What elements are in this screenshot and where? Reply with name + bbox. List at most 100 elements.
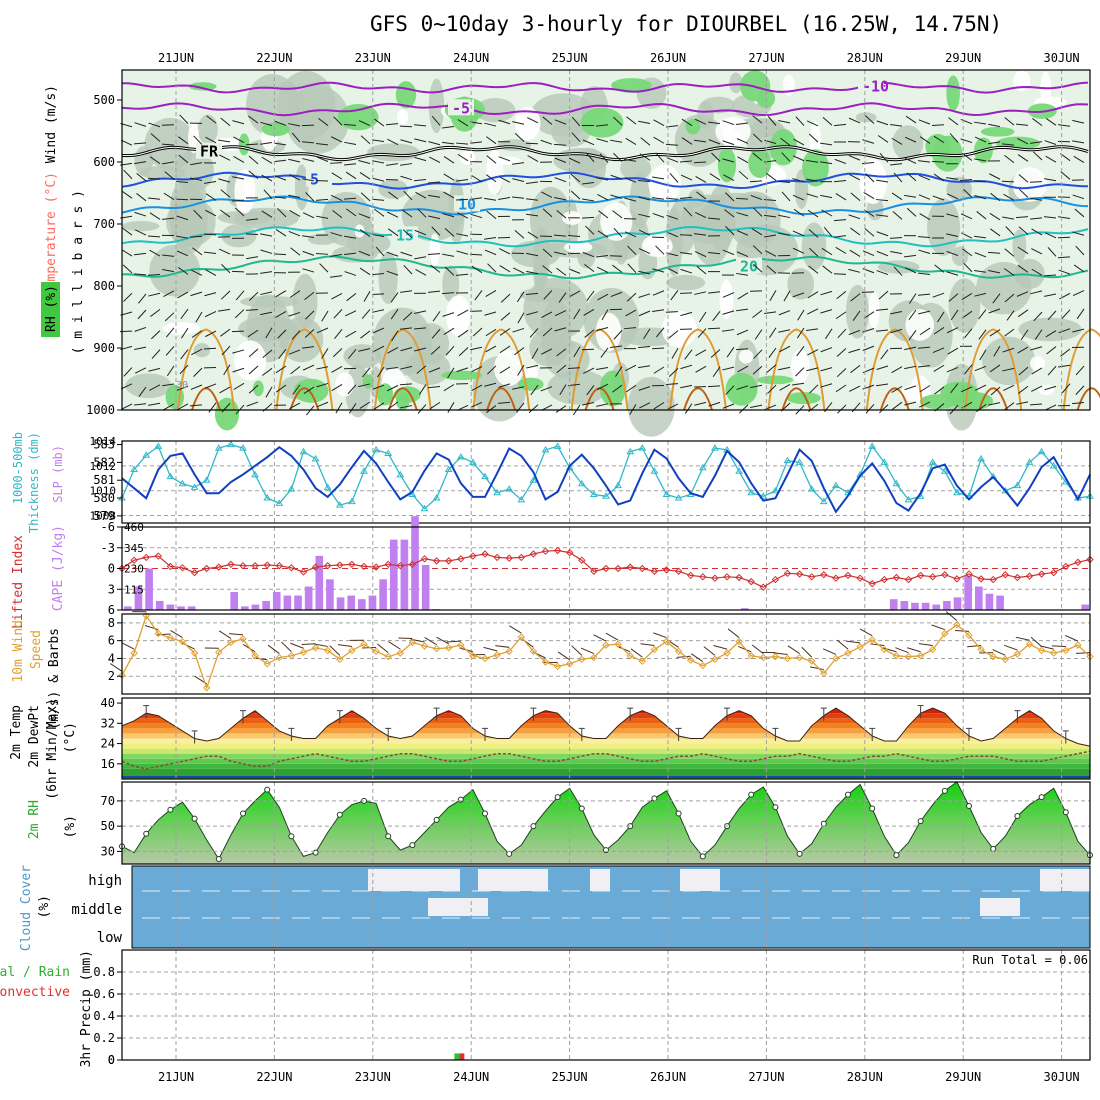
lifted-index-point: [384, 560, 392, 569]
rh-patch: [197, 114, 218, 145]
wind-barb: [161, 143, 175, 146]
lifted-index-point: [686, 571, 695, 580]
wind-barb: [388, 641, 401, 650]
thickness-point: [481, 472, 489, 480]
wind-barb: [265, 327, 273, 339]
wind-barb: [446, 640, 461, 643]
wind-barb: [1044, 216, 1057, 219]
wind-barb: [754, 329, 763, 340]
dry-patch: [868, 291, 880, 329]
wind-barb: [443, 327, 455, 335]
lifted-index-point: [989, 575, 997, 584]
wind-speed-point: [142, 612, 150, 620]
wind-speed-point: [686, 656, 695, 664]
upper-wind-label: Wind (m/s): [44, 85, 59, 163]
wind-speed-point: [807, 657, 816, 665]
rh2m-point: [506, 850, 513, 857]
wind-barb: [148, 402, 161, 406]
wind-barb: [232, 199, 245, 202]
rh2m-point: [845, 791, 851, 798]
wind-barb: [583, 308, 595, 316]
lifted-index-point: [202, 564, 211, 573]
wind-barb: [262, 349, 273, 359]
wind-barb: [751, 228, 763, 236]
wind-speed-point: [1025, 640, 1034, 648]
thickness-point: [287, 485, 296, 492]
temp-contour-label: FR: [200, 143, 219, 161]
wind-barb: [670, 290, 679, 301]
wind-barb: [766, 265, 777, 274]
wind-barb: [363, 291, 371, 302]
wind-speed-point: [541, 658, 550, 666]
wind-barb: [752, 115, 763, 124]
wind-speed-point: [1001, 655, 1010, 664]
wind-barb: [1044, 385, 1057, 391]
wind-barb: [722, 403, 735, 409]
wind-barb: [932, 292, 945, 298]
wind-barb: [908, 309, 917, 320]
temp-contour-inner: [121, 146, 1089, 161]
wind-barb: [1029, 403, 1043, 406]
wind-barb: [414, 124, 427, 127]
wind-barb: [836, 639, 849, 650]
wind-barb: [792, 178, 805, 183]
wind-speed-point: [856, 643, 864, 651]
wind-barb: [414, 229, 427, 236]
wind-barb: [415, 269, 427, 276]
wind-barb: [627, 245, 637, 255]
y-tick-label: 579: [93, 509, 115, 523]
wind-barb: [424, 637, 437, 646]
wind-barb: [1075, 365, 1085, 376]
wind-barb: [1046, 346, 1057, 355]
wind-barb: [470, 141, 483, 144]
wind-barb: [134, 211, 147, 217]
wind-barb: [625, 384, 637, 393]
wind-barb: [343, 197, 357, 200]
cape-bar: [124, 606, 132, 610]
wind-barb: [946, 251, 959, 256]
wind-barb: [556, 210, 567, 219]
wind-barb: [400, 175, 413, 181]
wind-barb: [526, 198, 539, 201]
wind-barb: [639, 153, 651, 161]
wind-barb: [469, 253, 483, 256]
wind-barb: [807, 209, 819, 218]
wind-barb: [218, 248, 231, 255]
wind-barb: [889, 236, 903, 239]
rh2m-point: [917, 818, 924, 825]
wind-barb: [220, 328, 231, 337]
rh-patch: [845, 284, 869, 339]
wind-barb: [220, 209, 231, 218]
wind-barb: [638, 365, 651, 369]
wind-barb: [1003, 268, 1015, 276]
wind-speed-point: [650, 645, 659, 654]
wind-barb: [429, 401, 441, 410]
wind-barb: [904, 136, 917, 143]
wind-barb: [904, 401, 917, 406]
wind-barb: [582, 402, 595, 406]
wind-barb: [848, 329, 861, 336]
wind-barb: [1076, 308, 1085, 320]
wind-barb: [937, 311, 945, 323]
wind-barb: [1004, 402, 1015, 411]
wind-barb: [390, 292, 399, 303]
wind-barb: [895, 647, 909, 654]
wind-barb: [275, 311, 287, 318]
wind-barb: [193, 135, 203, 145]
wind-barb: [918, 365, 931, 368]
date-label-top: 26JUN: [650, 51, 686, 65]
wind-barb: [331, 384, 343, 392]
rh-patch: [627, 376, 675, 437]
wind-barb: [954, 629, 970, 632]
wind-barb: [374, 208, 385, 217]
dry-patch: [715, 116, 751, 147]
wind-barb: [890, 251, 903, 255]
date-label-bottom: 29JUN: [945, 1070, 981, 1084]
wind-barb: [680, 196, 693, 199]
wind-barb: [163, 290, 175, 297]
wind-barb: [1003, 193, 1015, 201]
wind-barb: [865, 173, 875, 183]
dewpoint-line: [121, 750, 1091, 770]
wind-barb: [456, 367, 469, 373]
